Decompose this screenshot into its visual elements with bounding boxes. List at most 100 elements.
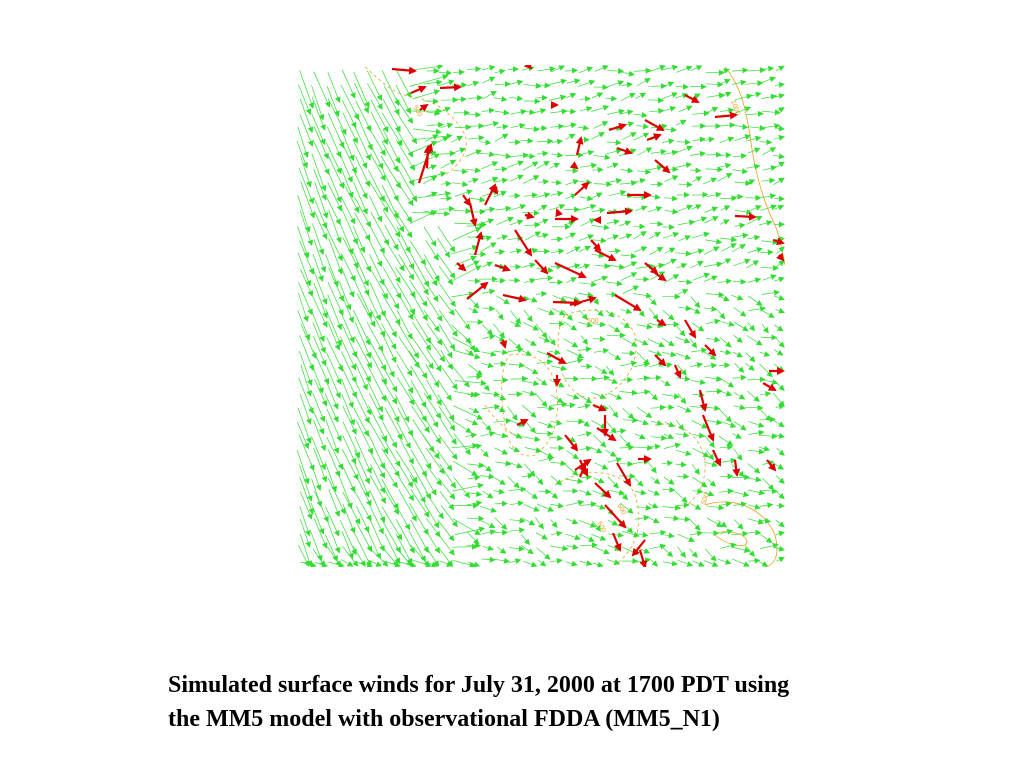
model-wind-vector — [381, 461, 398, 489]
model-wind-vector — [467, 561, 481, 567]
model-wind-vector — [354, 321, 372, 359]
model-wind-vector — [608, 263, 626, 270]
model-wind-vector — [522, 209, 540, 216]
model-wind-vector — [313, 517, 328, 549]
model-wind-vector — [734, 321, 749, 332]
model-wind-vector — [367, 546, 389, 567]
model-wind-vector — [522, 65, 535, 72]
model-wind-vector — [550, 123, 565, 130]
model-wind-vector — [678, 105, 693, 113]
model-wind-vector — [566, 543, 579, 550]
model-wind-vector — [689, 548, 698, 558]
observed-wind-vector — [473, 231, 484, 256]
model-wind-vector — [451, 291, 475, 298]
model-wind-vector — [395, 533, 413, 565]
model-wind-vector — [342, 491, 361, 525]
observed-wind-vector — [456, 262, 467, 272]
model-wind-vector — [494, 249, 506, 256]
model-wind-vector — [438, 323, 456, 351]
model-wind-vector — [493, 190, 507, 198]
model-wind-vector — [578, 203, 597, 211]
model-wind-vector — [703, 490, 715, 497]
model-wind-vector — [453, 433, 471, 456]
observed-wind-vector — [564, 434, 579, 452]
model-wind-vector — [437, 450, 453, 472]
model-wind-vector — [538, 559, 547, 567]
model-wind-vector — [426, 322, 443, 346]
model-wind-vector — [356, 293, 376, 328]
model-wind-vector — [564, 478, 584, 484]
model-wind-vector — [732, 351, 744, 358]
model-wind-vector — [608, 324, 621, 333]
model-wind-vector — [326, 366, 341, 399]
model-wind-vector — [341, 449, 359, 481]
model-wind-vector — [776, 246, 785, 255]
model-wind-vector — [436, 136, 449, 144]
model-wind-vector — [633, 194, 648, 201]
model-wind-vector — [731, 232, 749, 239]
model-wind-vector — [565, 277, 577, 284]
model-wind-vector — [468, 196, 486, 203]
model-wind-vector — [592, 561, 604, 567]
model-wind-vector — [761, 379, 779, 385]
model-wind-vector — [577, 346, 592, 353]
model-wind-vector — [548, 336, 556, 346]
model-wind-vector — [733, 392, 746, 400]
model-wind-vector — [550, 475, 563, 486]
model-wind-vector — [676, 502, 690, 509]
model-wind-vector — [341, 379, 354, 409]
model-wind-vector — [424, 503, 440, 529]
model-wind-vector — [537, 232, 549, 239]
model-wind-vector — [452, 518, 481, 536]
model-wind-vector — [370, 99, 389, 133]
model-wind-vector — [493, 557, 511, 564]
model-wind-vector — [731, 123, 749, 130]
model-wind-vector — [338, 475, 353, 510]
model-wind-vector — [718, 376, 735, 388]
model-wind-vector — [691, 464, 701, 475]
model-wind-vector — [661, 380, 671, 386]
model-wind-vector — [326, 337, 344, 372]
model-wind-vector — [426, 420, 442, 445]
model-wind-vector — [326, 352, 342, 385]
model-wind-vector — [426, 191, 438, 198]
model-wind-vector — [731, 490, 750, 498]
observed-wind-vector — [732, 459, 741, 477]
observed-wind-vector — [499, 339, 508, 349]
model-wind-vector — [591, 374, 610, 381]
model-wind-vector — [397, 434, 414, 465]
model-wind-vector — [367, 530, 381, 560]
model-wind-vector — [353, 182, 368, 215]
model-wind-vector — [453, 461, 478, 477]
model-wind-vector — [678, 516, 691, 523]
model-wind-vector — [664, 195, 679, 202]
model-wind-vector — [325, 380, 339, 410]
model-wind-vector — [748, 503, 761, 510]
model-wind-vector — [520, 534, 531, 546]
model-wind-vector — [720, 420, 737, 428]
model-wind-vector — [703, 246, 720, 255]
model-wind-vector — [409, 210, 438, 224]
observed-wind-vector — [673, 364, 682, 379]
model-wind-vector — [327, 98, 347, 136]
model-wind-vector — [720, 321, 735, 327]
model-wind-vector — [426, 518, 441, 538]
model-wind-vector — [717, 152, 732, 159]
model-wind-vector — [579, 179, 593, 186]
model-wind-vector — [493, 394, 507, 401]
model-wind-vector — [719, 444, 734, 451]
model-wind-vector — [549, 502, 564, 509]
model-wind-vector — [508, 192, 521, 199]
observed-wind-vector — [462, 194, 472, 207]
model-wind-vector — [353, 350, 371, 383]
model-wind-vector — [382, 209, 401, 238]
model-wind-vector — [509, 248, 523, 255]
model-wind-vector — [355, 420, 373, 455]
model-wind-vector — [593, 477, 605, 484]
model-wind-vector — [662, 351, 677, 358]
model-wind-vector — [661, 486, 676, 493]
model-wind-vector — [355, 475, 372, 507]
model-wind-vector — [340, 167, 354, 199]
model-wind-vector — [521, 137, 534, 144]
model-wind-vector — [550, 519, 558, 528]
